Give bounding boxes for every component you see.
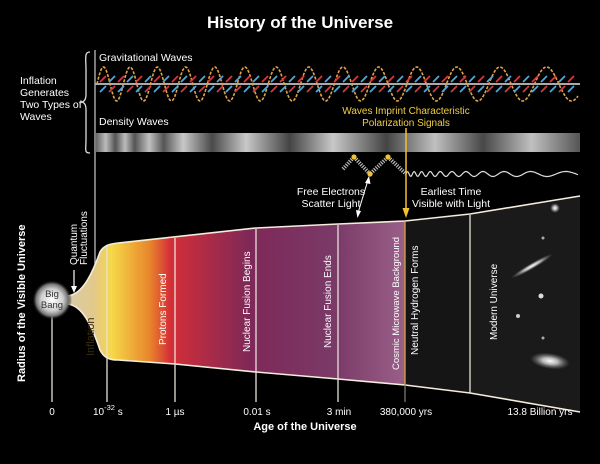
imprint-label-line2: Polarization Signals (362, 118, 450, 129)
density-waves-label: Density Waves (99, 116, 169, 128)
tick-label: 10-32 s (93, 403, 123, 418)
tick-label-unit: s (115, 407, 123, 418)
galaxy-icon (550, 203, 560, 213)
era-label-cosmic-microwave-background: Cosmic Microwave Background (391, 237, 402, 370)
tick-label-base: 10 (93, 407, 105, 418)
x-axis-ticks: 0 10-32 s 1 µs 0.01 s 3 min 380,000 yrs … (49, 403, 572, 418)
brace-icon (80, 51, 91, 154)
tick-label: 0 (49, 407, 55, 418)
free-electrons-label-line1: Free Electrons (297, 186, 365, 198)
tick-label: 1 µs (165, 407, 184, 418)
free-electrons-label-line2: Scatter Light (302, 198, 361, 210)
universe-expansion-funnel (65, 195, 581, 413)
tick-label: 3 min (327, 407, 351, 418)
quantum-label-line2: Fluctuations (79, 211, 90, 265)
y-axis-label: Radius of the Visible Universe (16, 224, 28, 382)
galaxy-icon (530, 352, 570, 370)
tick-label: 380,000 yrs (380, 407, 432, 418)
inflation-note: Inflation Generates Two Types of Waves (20, 51, 91, 154)
imprint-label-line1: Waves Imprint Characteristic (342, 106, 469, 117)
quantum-label-line1: Quantum (69, 224, 80, 265)
star-icon (541, 236, 545, 240)
gravitational-waves-label: Gravitational Waves (99, 52, 193, 64)
electron-icon (351, 154, 357, 160)
era-label-protons-formed: Protons Formed (158, 273, 169, 345)
time-tick-lines (51, 215, 471, 402)
yellow-down-arrow-icon (402, 128, 410, 218)
star-icon (516, 314, 520, 318)
earliest-time-label-line2: Visible with Light (412, 198, 490, 210)
galaxy-icon (511, 253, 553, 279)
tick-label-exponent: -32 (104, 403, 115, 412)
light-scatter-path (341, 154, 579, 178)
big-bang-label-line2: Bang (41, 300, 63, 311)
gravitational-wave-graphic (96, 66, 579, 102)
down-arrow-icon (71, 270, 77, 293)
electron-icon (367, 171, 373, 177)
diagram-title: History of the Universe (207, 13, 393, 32)
big-bang-marker: Big Bang (32, 280, 72, 320)
x-axis-label: Age of the Universe (253, 421, 356, 433)
inflation-note-line: Two Types of (20, 99, 82, 111)
electron-icon (385, 154, 391, 160)
star-icon (541, 336, 545, 340)
era-label-modern-universe: Modern Universe (489, 263, 500, 340)
inflation-note-line: Waves (20, 111, 52, 123)
tick-label: 0.01 s (243, 407, 270, 418)
inflation-note-line: Inflation (20, 75, 57, 87)
era-label-nuclear-fusion-begins: Nuclear Fusion Begins (242, 251, 253, 352)
era-label-neutral-hydrogen-forms: Neutral Hydrogen Forms (410, 246, 421, 355)
big-bang-label-line1: Big (45, 289, 59, 300)
inflation-note-line: Generates (20, 87, 69, 99)
scatter-arrow-icon (356, 176, 371, 218)
tick-label: 13.8 Billion yrs (507, 407, 572, 418)
era-label-inflation: Inflation (85, 317, 97, 356)
earliest-time-label-line1: Earliest Time (421, 186, 482, 198)
star-icon (538, 293, 544, 299)
era-label-nuclear-fusion-ends: Nuclear Fusion Ends (323, 255, 334, 348)
density-wave-band (96, 133, 580, 152)
